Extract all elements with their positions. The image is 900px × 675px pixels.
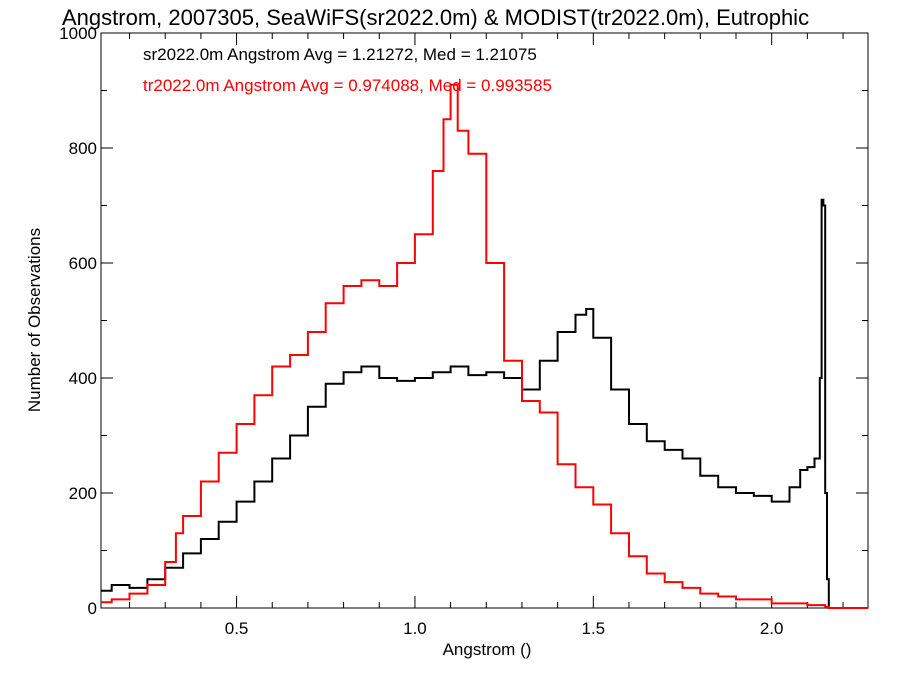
x-tick-label: 0.5 [225, 619, 249, 638]
y-tick-label: 200 [69, 484, 97, 503]
series-line-sr2022 [101, 198, 868, 609]
y-tick-label: 800 [69, 139, 97, 158]
legend-entry-tr2022: tr2022.0m Angstrom Avg = 0.974088, Med =… [143, 76, 552, 95]
x-tick-label: 1.0 [403, 619, 427, 638]
y-tick-label: 400 [69, 369, 97, 388]
y-tick-label: 0 [88, 599, 97, 618]
legend-entry-sr2022: sr2022.0m Angstrom Avg = 1.21272, Med = … [143, 45, 537, 64]
series-layer [101, 83, 868, 609]
y-axis-title: Number of Observations [25, 228, 44, 412]
axes-ticks: 0.5 1.0 1.5 2.0 0 200 400 600 800 1000 [59, 24, 868, 638]
plot-frame [100, 32, 869, 609]
series-line-tr2022 [101, 83, 868, 609]
chart-title: Angstrom, 2007305, SeaWiFS(sr2022.0m) & … [62, 5, 809, 30]
x-axis-title: Angstrom () [443, 640, 532, 659]
y-tick-label: 1000 [59, 24, 97, 43]
y-tick-label: 600 [69, 254, 97, 273]
x-tick-label: 2.0 [760, 619, 784, 638]
x-tick-label: 1.5 [581, 619, 605, 638]
